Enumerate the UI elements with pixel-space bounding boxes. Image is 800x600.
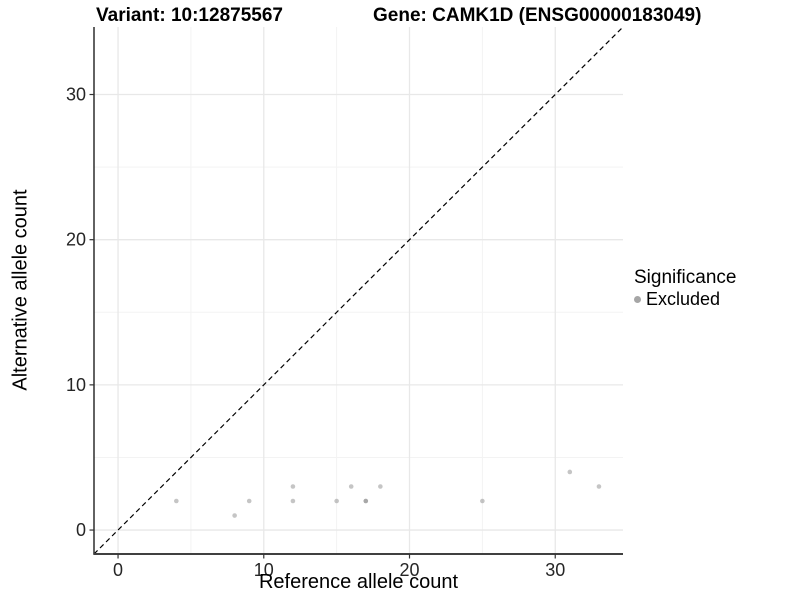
x-tick-label: 0	[113, 560, 123, 580]
y-tick-label: 0	[76, 520, 86, 540]
data-point	[174, 498, 179, 504]
y-tick-label: 30	[66, 85, 86, 105]
data-point	[567, 469, 573, 475]
data-point	[348, 484, 354, 489]
data-point	[378, 484, 383, 489]
legend-entry-label: Excluded	[646, 289, 721, 309]
x-tick-label: 30	[545, 560, 565, 580]
y-tick-label: 20	[66, 230, 86, 250]
x-axis-title: Reference allele count	[258, 571, 458, 593]
data-point	[290, 498, 296, 504]
data-point	[334, 498, 339, 504]
variant-title: Variant: 10:12875567	[96, 5, 283, 26]
x-tick-label: 20	[399, 560, 419, 580]
x-tick-label: 10	[254, 560, 274, 580]
y-axis-title: Alternative allele count	[9, 189, 32, 391]
legend-entry-excluded: Excluded	[634, 289, 736, 310]
excluded-point-icon	[634, 296, 641, 303]
gene-title: Gene: CAMK1D (ENSG00000183049)	[373, 5, 702, 26]
data-point	[596, 484, 602, 489]
data-point	[246, 498, 252, 504]
legend: Significance Excluded	[634, 267, 736, 310]
data-point	[290, 484, 296, 489]
y-tick-label: 10	[66, 375, 86, 395]
data-point	[363, 498, 369, 504]
legend-title: Significance	[634, 267, 737, 288]
data-point	[232, 513, 237, 518]
identity-line	[93, 26, 624, 555]
data-point	[480, 498, 485, 504]
